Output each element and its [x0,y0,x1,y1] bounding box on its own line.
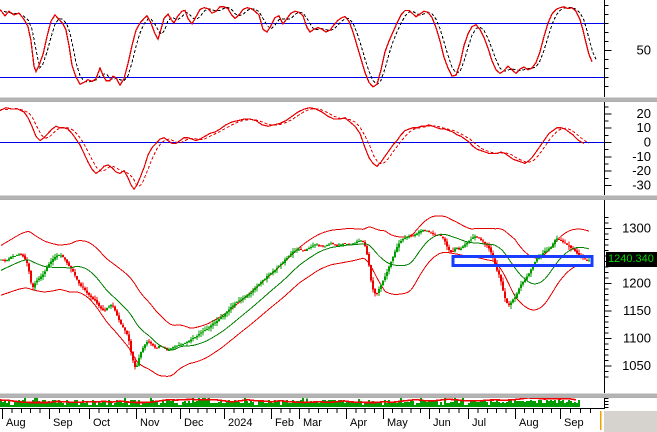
stochastic-signal-line [3,6,597,86]
svg-text:50: 50 [637,43,651,58]
stochastic-pane[interactable] [0,6,604,88]
svg-text:10: 10 [637,120,651,135]
svg-text:Jun: Jun [433,417,451,429]
bollinger-lower-band [0,251,590,377]
svg-text:1300: 1300 [622,221,651,236]
svg-text:Aug: Aug [519,417,539,429]
momentum-signal-line [4,108,590,187]
last-price-tag: 1240.340 [606,252,657,267]
svg-text:Sep: Sep [564,417,584,429]
volume-pane[interactable] [0,397,580,408]
svg-text:Dec: Dec [184,417,204,429]
support-rectangle-annotation[interactable] [451,254,594,267]
svg-text:-10: -10 [632,149,651,164]
svg-text:1050: 1050 [622,358,651,373]
momentum-pane[interactable] [0,107,604,191]
panel-splitter-3[interactable] [0,393,657,398]
svg-text:-30: -30 [632,177,651,192]
moving-average-line [0,233,590,351]
svg-text:2024: 2024 [228,417,252,429]
date-axis: Aug Sep Oct Nov Dec 2024 Feb Mar Apr May Jun Jul Aug… [0,408,605,430]
price-pane[interactable] [0,215,590,377]
svg-text:-20: -20 [632,163,651,178]
axis-end-marker [600,411,602,430]
volume-bars [0,397,580,407]
svg-text:1100: 1100 [623,331,651,346]
svg-text:Apr: Apr [350,417,367,429]
svg-text:1150: 1150 [623,303,651,318]
svg-text:Feb: Feb [275,417,294,429]
svg-text:Oct: Oct [93,417,110,429]
panel-splitter-1[interactable] [0,97,657,102]
scroll-corner [604,410,657,432]
svg-text:May: May [387,417,408,429]
momentum-line [0,107,585,191]
panel-splitter-2[interactable] [0,195,657,200]
volume-overlay-line [0,397,577,404]
svg-text:0: 0 [644,135,651,150]
stochastic-k-line [0,6,593,88]
svg-text:1200: 1200 [622,276,651,291]
svg-text:Jul: Jul [472,417,486,429]
last-price-value: 1240.340 [608,253,654,265]
svg-text:Nov: Nov [140,417,160,429]
bollinger-upper-band [0,215,590,329]
svg-text:Aug: Aug [6,417,26,429]
svg-text:Mar: Mar [303,417,322,429]
svg-text:Sep: Sep [53,417,73,429]
svg-text:20: 20 [637,106,651,121]
